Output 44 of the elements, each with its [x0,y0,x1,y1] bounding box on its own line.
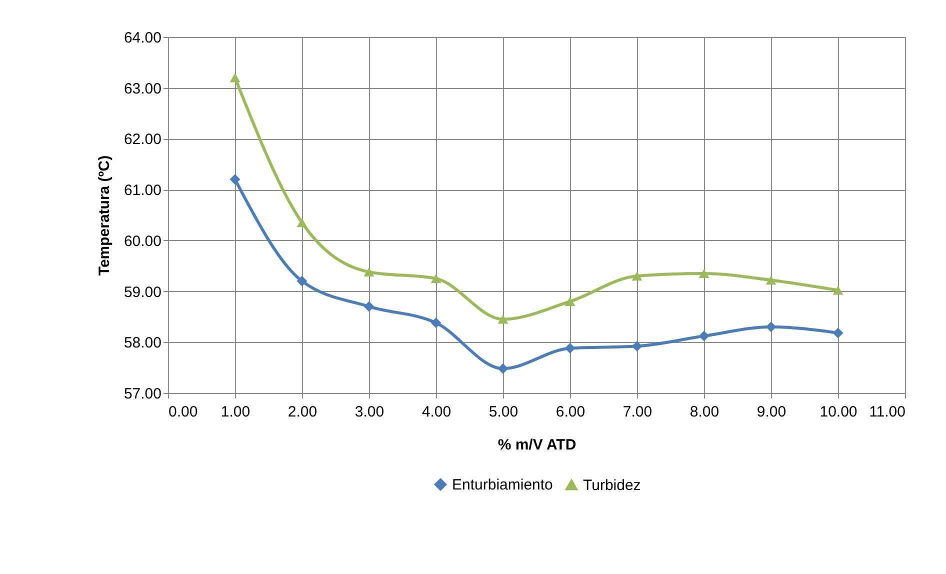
y-tick-label: 62.00 [124,131,162,148]
point [364,301,374,312]
point [832,286,844,295]
point [230,73,240,82]
y-tick-label: 59.00 [124,284,162,301]
x-tick-label: 1.00 [220,404,250,420]
point [430,274,442,284]
y-tick-label: 58.00 [124,334,162,352]
point [698,330,710,342]
x-tick-label: 3.00 [354,404,384,420]
x-tick-label: 8.00 [690,404,720,420]
point [832,328,844,338]
point [296,276,308,286]
point [632,340,642,352]
x-tick-label: 11.00 [869,404,906,420]
y-axis-title: Temperatura (ºC) [96,155,113,276]
y-tick-label: 60.00 [124,232,162,250]
point [698,268,710,278]
x-tick-label: 9.00 [756,404,786,420]
x-tick-label: 5.00 [488,404,518,420]
point [230,174,240,185]
y-tick-label: 57.00 [124,386,162,402]
x-tick-label: 7.00 [622,404,652,420]
point [766,276,776,285]
y-tick-label: 63.00 [124,80,162,98]
point [430,318,442,328]
point [364,267,374,276]
y-tick-label: 61.00 [124,182,162,200]
point [564,296,576,306]
point [766,322,776,332]
y-tick-label: 64.00 [124,30,162,46]
legend-label: Enturbiamiento [452,476,553,494]
point [498,314,508,324]
point [564,343,576,354]
x-tick-label: 0.00 [168,404,198,420]
legend-label: Turbidez [583,476,641,494]
x-axis-title: % m/V ATD [498,436,576,454]
x-tick-label: 6.00 [556,404,586,420]
point [498,363,508,374]
x-tick-label: 4.00 [422,404,452,420]
x-tick-label: 2.00 [288,404,318,420]
point [296,218,308,228]
x-tick-label: 10.00 [820,404,858,420]
point [632,271,642,281]
